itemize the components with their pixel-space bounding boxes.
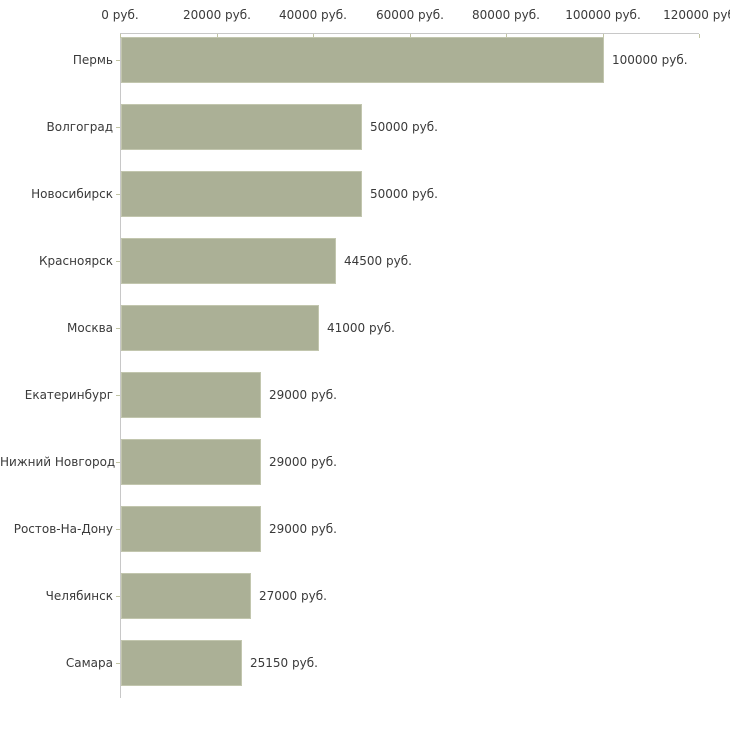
- bar: [121, 305, 319, 351]
- bar-value-label: 41000 руб.: [327, 321, 395, 335]
- x-axis-line: [120, 33, 699, 34]
- category-label: Нижний Новгород: [0, 455, 116, 469]
- category-label: Ростов-На-Дону: [13, 522, 113, 536]
- x-axis-tick: [699, 34, 700, 38]
- x-axis-tick: [313, 34, 314, 38]
- category-label: Волгоград: [46, 120, 113, 134]
- y-axis-tick: [116, 60, 120, 61]
- bar-value-label: 50000 руб.: [370, 120, 438, 134]
- category-label: Москва: [67, 321, 113, 335]
- bar: [121, 573, 251, 619]
- y-axis-tick: [116, 395, 120, 396]
- x-axis-tick-label: 40000 руб.: [279, 8, 347, 22]
- bar: [121, 171, 362, 217]
- bar-value-label: 44500 руб.: [344, 254, 412, 268]
- y-axis-tick: [116, 127, 120, 128]
- category-label: Екатеринбург: [24, 388, 113, 402]
- y-axis-line: [120, 33, 121, 698]
- x-axis-tick: [506, 34, 507, 38]
- y-axis-tick: [116, 194, 120, 195]
- y-axis-tick: [116, 462, 120, 463]
- x-axis-tick-label: 80000 руб.: [472, 8, 540, 22]
- category-label: Пермь: [72, 53, 113, 67]
- x-axis-tick: [120, 34, 121, 38]
- category-label: Самара: [65, 656, 113, 670]
- bar-value-label: 29000 руб.: [269, 522, 337, 536]
- x-axis-tick-label: 0 руб.: [101, 8, 139, 22]
- x-axis-tick: [217, 34, 218, 38]
- x-axis-tick: [603, 34, 604, 38]
- y-axis-tick: [116, 261, 120, 262]
- category-label: Челябинск: [45, 589, 113, 603]
- category-label: Новосибирск: [31, 187, 113, 201]
- bar: [121, 37, 604, 83]
- bar-value-label: 27000 руб.: [259, 589, 327, 603]
- bar: [121, 104, 362, 150]
- x-axis-tick-label: 60000 руб.: [376, 8, 444, 22]
- x-axis-tick-label: 120000 руб: [663, 8, 730, 22]
- bar-value-label: 100000 руб.: [612, 53, 688, 67]
- bar-value-label: 29000 руб.: [269, 455, 337, 469]
- bar: [121, 439, 261, 485]
- y-axis-tick: [116, 529, 120, 530]
- bar: [121, 640, 242, 686]
- y-axis-tick: [116, 328, 120, 329]
- bar-value-label: 25150 руб.: [250, 656, 318, 670]
- category-label: Красноярск: [39, 254, 113, 268]
- bar-value-label: 50000 руб.: [370, 187, 438, 201]
- bar: [121, 372, 261, 418]
- x-axis-tick-label: 100000 руб.: [565, 8, 641, 22]
- bar: [121, 506, 261, 552]
- x-axis-tick-label: 20000 руб.: [183, 8, 251, 22]
- bar: [121, 238, 336, 284]
- y-axis-tick: [116, 596, 120, 597]
- bar-value-label: 29000 руб.: [269, 388, 337, 402]
- x-axis-tick: [410, 34, 411, 38]
- y-axis-tick: [116, 663, 120, 664]
